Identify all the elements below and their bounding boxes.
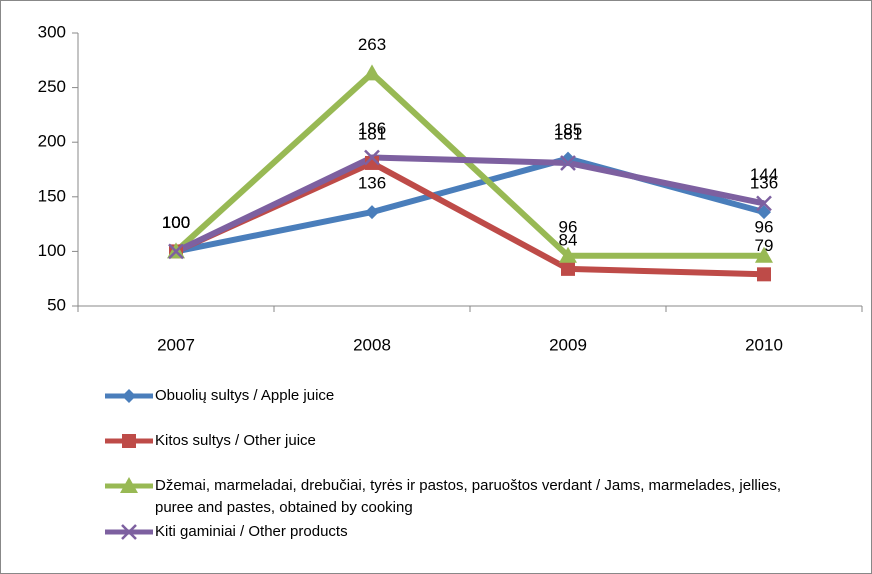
legend-label: Kiti gaminiai / Other products	[155, 523, 348, 540]
legend-label: Obuolių sultys / Apple juice	[155, 387, 335, 404]
marker	[561, 151, 575, 166]
marker	[168, 243, 184, 260]
series-line	[174, 154, 765, 255]
data-label: 181	[554, 124, 582, 143]
data-label: 84	[559, 230, 578, 249]
y-tick-label: 250	[38, 77, 66, 96]
data-label: 144	[750, 165, 778, 184]
data-label: 263	[358, 35, 386, 54]
legend-label: Džemai, marmeladai, drebučiai, tyrės ir …	[155, 477, 782, 516]
series-line	[173, 70, 764, 259]
data-label: 136	[750, 174, 778, 193]
y-tick-label: 300	[38, 22, 66, 41]
data-label: 100	[162, 213, 190, 232]
marker	[122, 434, 136, 448]
data-label: 96	[559, 217, 578, 236]
marker	[365, 205, 379, 220]
marker	[122, 389, 136, 403]
marker	[756, 195, 772, 212]
data-label: 136	[358, 174, 386, 193]
y-tick-label: 50	[47, 295, 66, 314]
data-label: 96	[755, 217, 774, 236]
marker	[121, 524, 137, 540]
data-label: 100	[162, 213, 190, 232]
marker	[561, 261, 575, 276]
marker	[560, 155, 576, 171]
marker	[755, 246, 773, 263]
data-label: 185	[554, 120, 582, 139]
x-tick-label: 2008	[353, 335, 391, 354]
data-label: 181	[358, 124, 386, 143]
marker	[363, 64, 381, 81]
x-tick-label: 2009	[549, 335, 587, 354]
marker	[559, 246, 577, 263]
legend-label: Kitos sultys / Other juice	[155, 432, 316, 449]
data-label: 100	[162, 213, 190, 232]
x-tick-label: 2010	[745, 335, 783, 354]
data-label: 79	[755, 236, 774, 255]
marker	[757, 267, 771, 282]
y-tick-label: 100	[38, 241, 66, 260]
marker	[120, 477, 138, 493]
data-label: 186	[358, 119, 386, 138]
x-tick-label: 2007	[157, 335, 195, 354]
y-tick-label: 200	[38, 132, 66, 151]
data-label: 100	[162, 213, 190, 232]
marker	[364, 149, 380, 166]
y-tick-label: 150	[38, 186, 66, 205]
